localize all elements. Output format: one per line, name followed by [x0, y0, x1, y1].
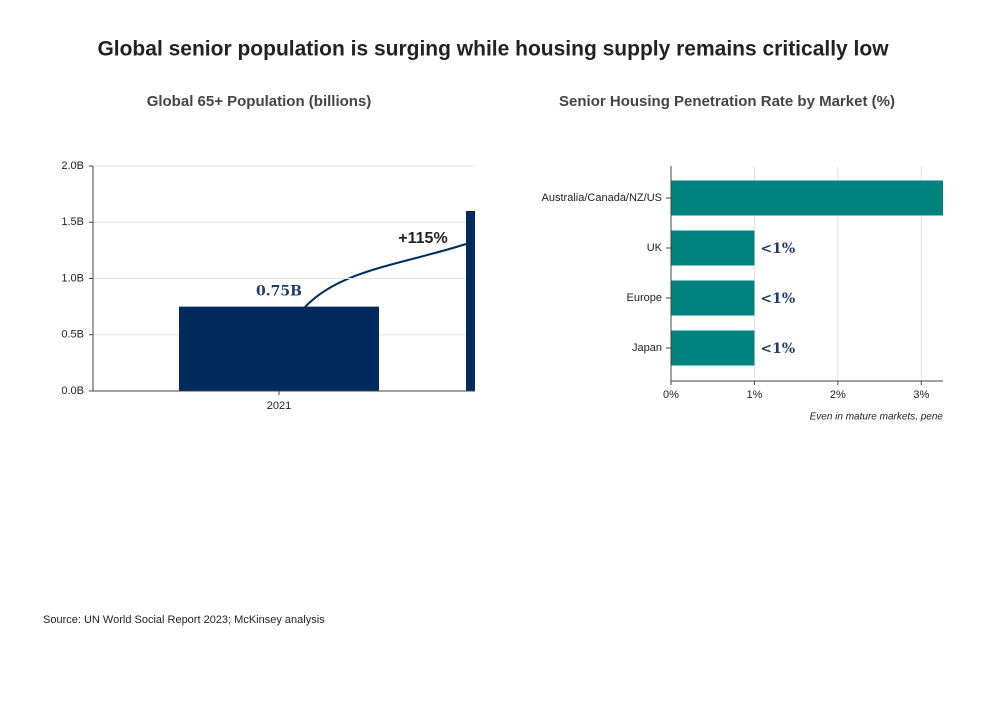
subplot-title: Global 65+ Population (billions) [147, 93, 372, 110]
subplot-title: Senior Housing Penetration Rate by Marke… [559, 93, 895, 110]
value-label: 0.75B [256, 284, 302, 300]
y-tick-label: 0.5B [61, 329, 84, 341]
x-tick-label: 3% [913, 389, 929, 401]
y-tick-label: Australia/Canada/NZ/US [542, 192, 662, 204]
y-tick-label: 1.0B [61, 272, 84, 284]
bar [671, 330, 755, 366]
y-tick-label: Europe [627, 292, 662, 304]
bar [671, 230, 755, 266]
x-tick-label: 2% [830, 389, 846, 401]
x-tick-label: 1% [746, 389, 762, 401]
note: Even in mature markets, pene [810, 412, 944, 423]
x-tick-label: 2021 [267, 400, 291, 412]
y-tick-label: 2.0B [61, 160, 84, 172]
bar [179, 306, 379, 391]
value-label: <1% [760, 341, 795, 357]
annotation: +115% [398, 230, 447, 247]
bar [671, 180, 943, 216]
value-label: <1% [760, 291, 795, 307]
y-tick-label: 0.0B [61, 385, 84, 397]
bar [671, 280, 755, 316]
y-tick-label: UK [647, 242, 663, 254]
y-tick-label: 1.5B [61, 216, 84, 228]
x-tick-label: 0% [663, 389, 679, 401]
value-label: <1% [760, 241, 795, 257]
growth-arrow [304, 243, 467, 308]
main-title: Global senior population is surging whil… [97, 38, 889, 61]
y-tick-label: Japan [632, 342, 662, 354]
source: Source: UN World Social Report 2023; McK… [43, 614, 325, 626]
bar [466, 211, 475, 391]
